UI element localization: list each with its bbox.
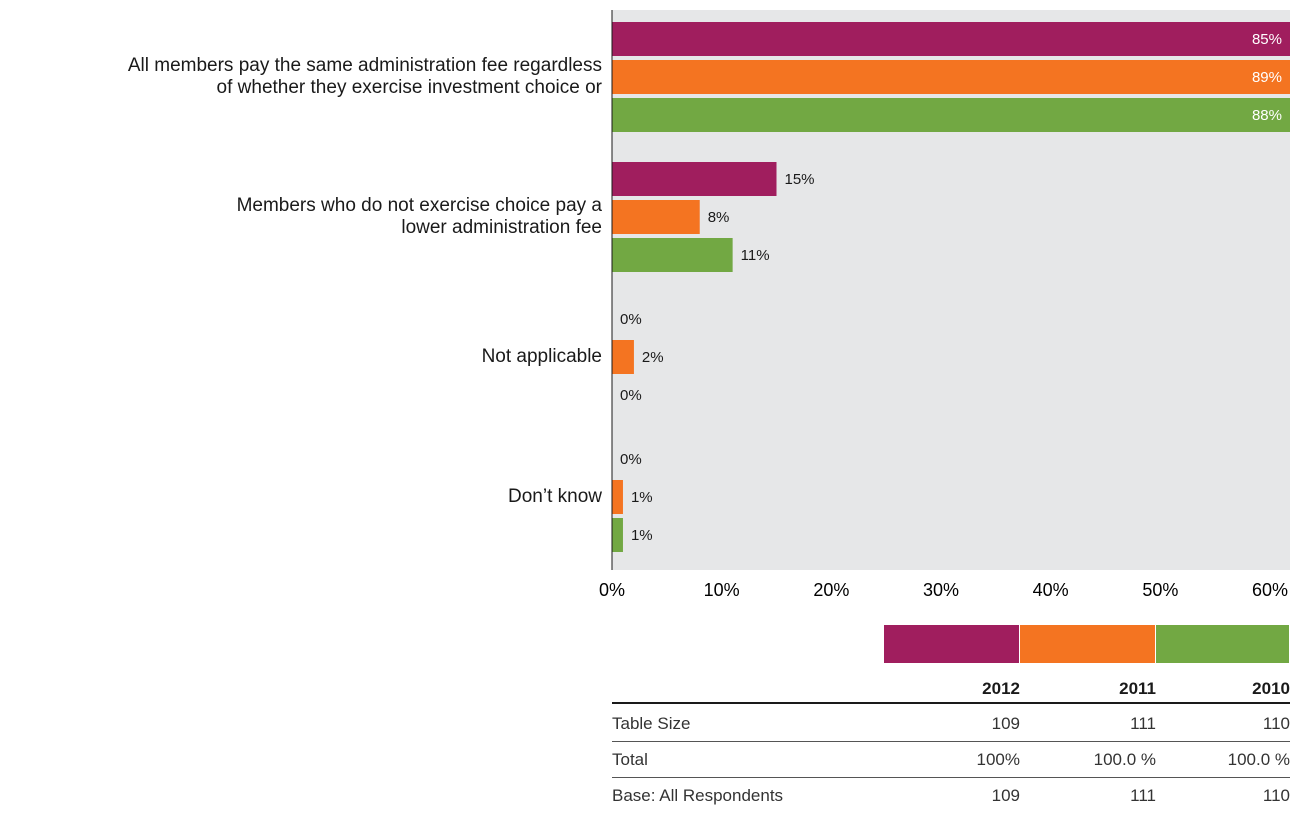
x-tick-label: 20% [813, 580, 849, 600]
table-rule [612, 777, 1290, 778]
table-row-label: Table Size [612, 714, 691, 733]
category-label: All members pay the same administration … [127, 55, 602, 98]
table-cell: 110 [1262, 786, 1290, 805]
data-label: 89% [1252, 69, 1282, 86]
legend-swatch [1020, 625, 1155, 663]
data-label: 0% [620, 311, 642, 328]
data-label: 85% [1252, 31, 1282, 48]
bar [612, 480, 623, 514]
bar [612, 238, 733, 272]
table-cell: 110 [1262, 714, 1290, 733]
x-tick-label: 60% [1252, 580, 1288, 600]
bar [612, 162, 777, 196]
bar [612, 22, 1290, 56]
legend-label: 2010 [1252, 679, 1290, 698]
legend-swatch [884, 625, 1019, 663]
data-label: 11% [741, 247, 770, 264]
table-rule [612, 702, 1290, 704]
legend-swatch [1156, 625, 1289, 663]
bar [612, 518, 623, 552]
table-cell: 109 [991, 714, 1020, 733]
data-label: 8% [708, 209, 730, 226]
data-label: 1% [631, 527, 653, 544]
bar [612, 340, 634, 374]
table-row-label: Total [612, 750, 648, 769]
category-label: Not applicable [481, 346, 602, 367]
x-tick-label: 10% [704, 580, 740, 600]
bar [612, 98, 1290, 132]
table-row-label: Base: All Respondents [612, 786, 784, 805]
x-tick-label: 40% [1033, 580, 1069, 600]
table-cell: 100.0 % [1093, 750, 1156, 769]
table-rule [612, 741, 1290, 742]
x-tick-label: 30% [923, 580, 959, 600]
legend-label: 2012 [982, 679, 1020, 698]
table-cell: 100% [976, 750, 1020, 769]
data-label: 88% [1252, 107, 1282, 124]
legend-label: 2011 [1119, 679, 1156, 698]
x-tick-label: 50% [1142, 580, 1178, 600]
data-label: 1% [631, 489, 653, 506]
data-label: 0% [620, 451, 642, 468]
table-cell: 111 [1130, 714, 1156, 733]
data-label: 15% [785, 171, 815, 188]
bar [612, 60, 1290, 94]
data-label: 0% [620, 387, 642, 404]
category-label: Members who do not exercise choice pay a… [236, 195, 602, 238]
table-cell: 111 [1130, 786, 1156, 805]
table-cell: 109 [991, 786, 1020, 805]
x-tick-label: 0% [599, 580, 625, 600]
data-label: 2% [642, 349, 664, 366]
category-label: Don’t know [508, 486, 602, 507]
bar [612, 200, 700, 234]
table-cell: 100.0 % [1227, 750, 1290, 769]
